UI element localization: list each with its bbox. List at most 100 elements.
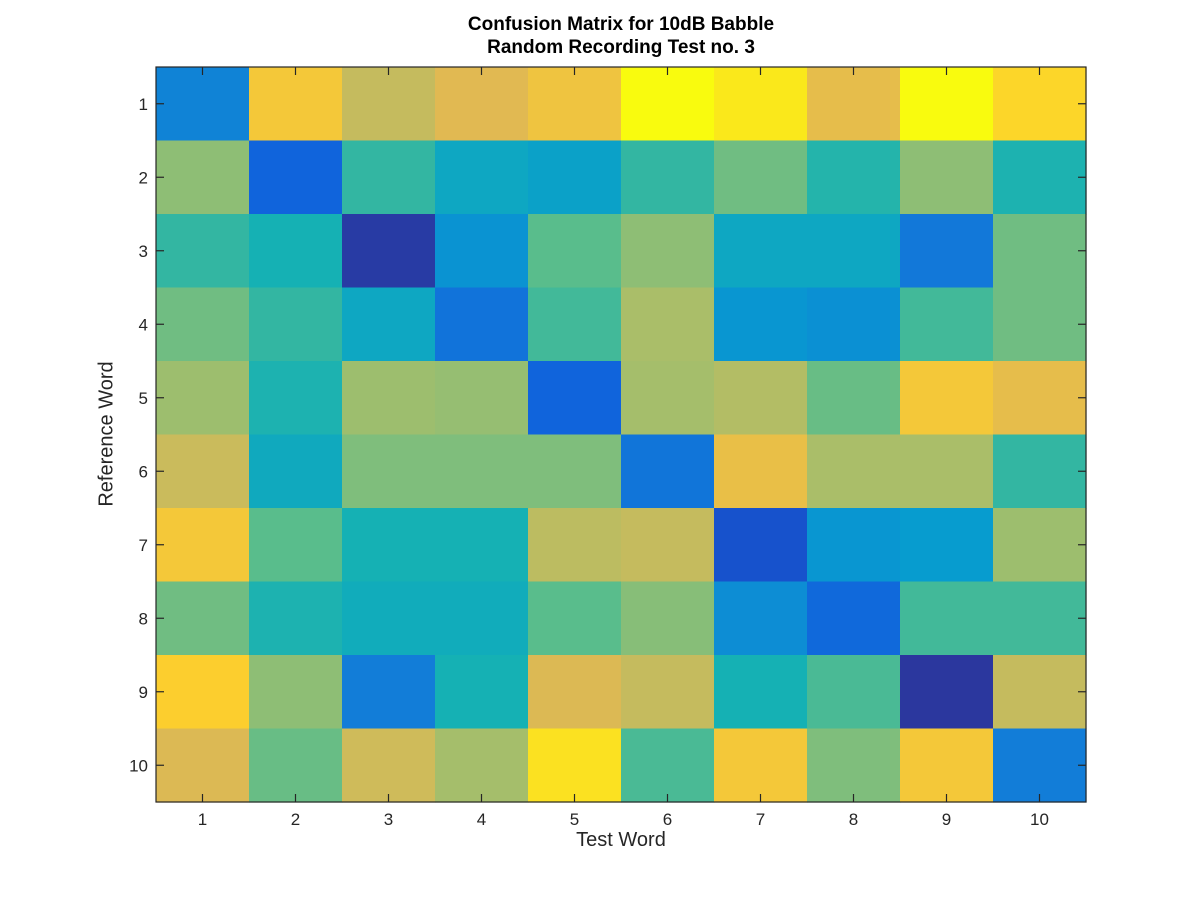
- heatmap-cell-r8-c5: [528, 581, 622, 656]
- heatmap-cell-r8-c2: [249, 581, 343, 656]
- heatmap-cell-r6-c3: [342, 434, 436, 509]
- y-tick-label-9: 9: [139, 683, 148, 702]
- heatmap-cell-r8-c1: [156, 581, 250, 656]
- heatmap-cell-r2-c10: [993, 140, 1087, 215]
- heatmap-cell-r4-c4: [435, 287, 529, 362]
- heatmap-cell-r7-c4: [435, 508, 529, 583]
- plot-frame: [155, 66, 1087, 803]
- heatmap-cell-r1-c10: [993, 67, 1087, 142]
- heatmap-cell-r5-c9: [900, 361, 994, 436]
- heatmap-cell-r8-c3: [342, 581, 436, 656]
- heatmap-cell-r6-c6: [621, 434, 715, 509]
- heatmap-cell-r3-c10: [993, 214, 1087, 289]
- heatmap-cell-r1-c3: [342, 67, 436, 142]
- heatmap-cell-r6-c5: [528, 434, 622, 509]
- heatmap-cell-r3-c2: [249, 214, 343, 289]
- heatmap-cell-r10-c9: [900, 728, 994, 803]
- heatmap-cell-r7-c7: [714, 508, 808, 583]
- x-tick-label-8: 8: [849, 810, 858, 829]
- heatmap-cell-r4-c1: [156, 287, 250, 362]
- heatmap-cell-r2-c9: [900, 140, 994, 215]
- heatmap-cell-r6-c7: [714, 434, 808, 509]
- heatmap-cell-r8-c7: [714, 581, 808, 656]
- heatmap-cell-r9-c9: [900, 655, 994, 730]
- heatmap-cell-r5-c7: [714, 361, 808, 436]
- x-tick-label-6: 6: [663, 810, 672, 829]
- heatmap-cell-r7-c8: [807, 508, 901, 583]
- heatmap-cell-r9-c3: [342, 655, 436, 730]
- heatmap-cell-r4-c2: [249, 287, 343, 362]
- heatmap-cell-r9-c4: [435, 655, 529, 730]
- heatmap-cell-r5-c5: [528, 361, 622, 436]
- heatmap-cell-r4-c6: [621, 287, 715, 362]
- heatmap-cell-r10-c8: [807, 728, 901, 803]
- heatmap-cell-r1-c4: [435, 67, 529, 142]
- heatmap-cell-r3-c5: [528, 214, 622, 289]
- y-tick-label-10: 10: [129, 756, 148, 775]
- heatmap-cell-r9-c5: [528, 655, 622, 730]
- heatmap-cell-r2-c2: [249, 140, 343, 215]
- heatmap-cell-r9-c6: [621, 655, 715, 730]
- heatmap-cell-r4-c9: [900, 287, 994, 362]
- y-axis-label: Reference Word: [95, 361, 118, 507]
- heatmap-cell-r9-c8: [807, 655, 901, 730]
- y-tick-label-5: 5: [139, 389, 148, 408]
- heatmap-cell-r1-c5: [528, 67, 622, 142]
- heatmap-cell-r4-c10: [993, 287, 1087, 362]
- heatmap-cell-r1-c2: [249, 67, 343, 142]
- heatmap-cell-r5-c10: [993, 361, 1087, 436]
- heatmap-cell-r10-c3: [342, 728, 436, 803]
- heatmap-cell-r4-c3: [342, 287, 436, 362]
- heatmap-cell-r3-c8: [807, 214, 901, 289]
- heatmap-cell-r10-c2: [249, 728, 343, 803]
- heatmap-cell-r6-c9: [900, 434, 994, 509]
- heatmap-cell-r3-c7: [714, 214, 808, 289]
- heatmap-cell-r9-c2: [249, 655, 343, 730]
- heatmap-cells: [156, 67, 1087, 803]
- heatmap-cell-r6-c1: [156, 434, 250, 509]
- heatmap-cell-r6-c4: [435, 434, 529, 509]
- x-tick-label-1: 1: [198, 810, 207, 829]
- y-tick-label-6: 6: [139, 462, 148, 481]
- heatmap-cell-r6-c2: [249, 434, 343, 509]
- heatmap-cell-r10-c7: [714, 728, 808, 803]
- y-tick-label-4: 4: [139, 315, 148, 334]
- x-tick-label-2: 2: [291, 810, 300, 829]
- heatmap-cell-r4-c5: [528, 287, 622, 362]
- x-tick-label-10: 10: [1030, 810, 1049, 829]
- heatmap-cell-r2-c5: [528, 140, 622, 215]
- heatmap-cell-r1-c6: [621, 67, 715, 142]
- heatmap-cell-r1-c1: [156, 67, 250, 142]
- heatmap-cell-r4-c7: [714, 287, 808, 362]
- heatmap-cell-r5-c6: [621, 361, 715, 436]
- heatmap-cell-r9-c10: [993, 655, 1087, 730]
- heatmap-cell-r8-c10: [993, 581, 1087, 656]
- heatmap-cell-r2-c8: [807, 140, 901, 215]
- heatmap-cell-r7-c2: [249, 508, 343, 583]
- heatmap-cell-r5-c3: [342, 361, 436, 436]
- heatmap-cell-r8-c4: [435, 581, 529, 656]
- heatmap-cell-r3-c1: [156, 214, 250, 289]
- x-tick-label-9: 9: [942, 810, 951, 829]
- heatmap-cell-r8-c9: [900, 581, 994, 656]
- heatmap-cell-r8-c8: [807, 581, 901, 656]
- heatmap-cell-r3-c4: [435, 214, 529, 289]
- heatmap-cell-r10-c5: [528, 728, 622, 803]
- heatmap-cell-r10-c1: [156, 728, 250, 803]
- heatmap-cell-r9-c1: [156, 655, 250, 730]
- heatmap-cell-r2-c4: [435, 140, 529, 215]
- heatmap-cell-r7-c9: [900, 508, 994, 583]
- heatmap-cell-r10-c6: [621, 728, 715, 803]
- heatmap-cell-r5-c2: [249, 361, 343, 436]
- x-tick-label-7: 7: [756, 810, 765, 829]
- x-tick-label-4: 4: [477, 810, 486, 829]
- heatmap-cell-r2-c3: [342, 140, 436, 215]
- heatmap-cell-r7-c6: [621, 508, 715, 583]
- heatmap-cell-r2-c6: [621, 140, 715, 215]
- chart-title-line-2: Random Recording Test no. 3: [487, 37, 755, 58]
- heatmap-cell-r9-c7: [714, 655, 808, 730]
- heatmap-cell-r8-c6: [621, 581, 715, 656]
- y-tick-label-8: 8: [139, 609, 148, 628]
